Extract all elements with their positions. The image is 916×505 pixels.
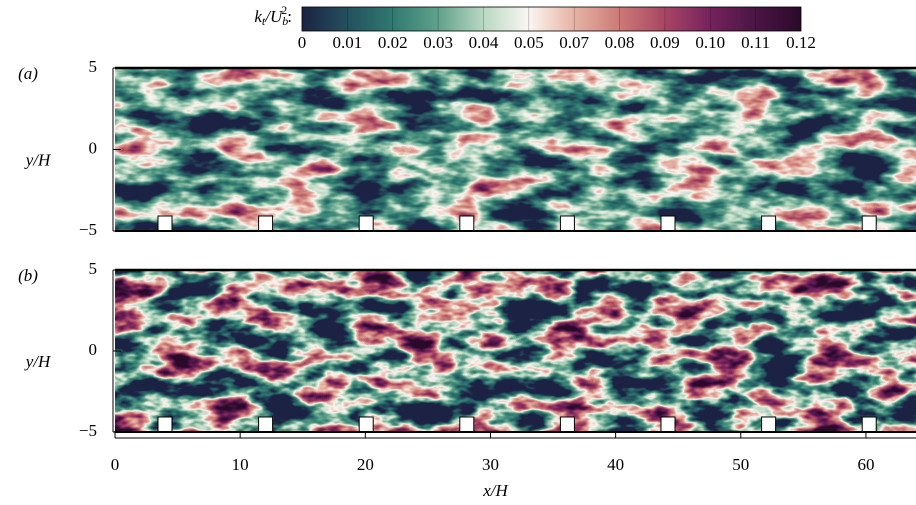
- obstacle: [459, 416, 475, 433]
- y-tick-label: 5: [89, 259, 98, 278]
- panel-label: (b): [18, 266, 38, 285]
- colorbar-level: 0.04: [469, 33, 499, 52]
- y-tick-label: 0: [89, 340, 98, 359]
- obstacle: [258, 215, 274, 232]
- y-tick-label: 5: [89, 57, 98, 76]
- x-tick-label: 0: [111, 455, 120, 474]
- y-tick-label: −5: [79, 421, 97, 440]
- y-tick-label: 0: [89, 138, 98, 157]
- panel-label: (a): [18, 64, 38, 83]
- obstacle: [559, 416, 575, 433]
- x-tick-label: 50: [732, 455, 749, 474]
- colorbar-level: 0.08: [605, 33, 635, 52]
- x-tick-label: 30: [482, 455, 499, 474]
- colorbar-level: 0.03: [423, 33, 453, 52]
- colorbar-level: 0.10: [695, 33, 725, 52]
- obstacle: [358, 416, 374, 433]
- obstacle: [459, 215, 475, 232]
- contour-field: [115, 68, 916, 231]
- obstacle: [660, 215, 676, 232]
- x-tick-label: 60: [857, 455, 874, 474]
- obstacle: [358, 215, 374, 232]
- colorbar-level: 0.05: [514, 33, 544, 52]
- obstacle: [761, 215, 777, 232]
- x-axis-label: x/H: [482, 481, 509, 500]
- x-tick-label: 20: [357, 455, 374, 474]
- y-tick-label: −5: [79, 220, 97, 239]
- colorbar-level: 0.12: [786, 33, 816, 52]
- colorbar-level: 0.07: [559, 33, 589, 52]
- obstacle: [861, 416, 877, 433]
- colorbar-level: 0.09: [650, 33, 680, 52]
- colorbar-level: 0.01: [332, 33, 362, 52]
- obstacle: [761, 416, 777, 433]
- colorbar-label: kt/Ub2:: [254, 3, 292, 28]
- y-axis-label: y/H: [24, 150, 52, 169]
- colorbar-level: 0.11: [741, 33, 770, 52]
- obstacle: [157, 416, 173, 433]
- colorbar: [301, 6, 802, 32]
- x-tick-label: 40: [607, 455, 624, 474]
- x-tick-label: 10: [232, 455, 249, 474]
- colorbar-level: 0: [298, 33, 307, 52]
- obstacle: [258, 416, 274, 433]
- colorbar-level: 0.02: [378, 33, 408, 52]
- obstacle: [861, 215, 877, 232]
- y-axis-label: y/H: [24, 352, 52, 371]
- obstacle: [660, 416, 676, 433]
- obstacle: [157, 215, 173, 232]
- contour-field: [115, 270, 916, 432]
- obstacle: [559, 215, 575, 232]
